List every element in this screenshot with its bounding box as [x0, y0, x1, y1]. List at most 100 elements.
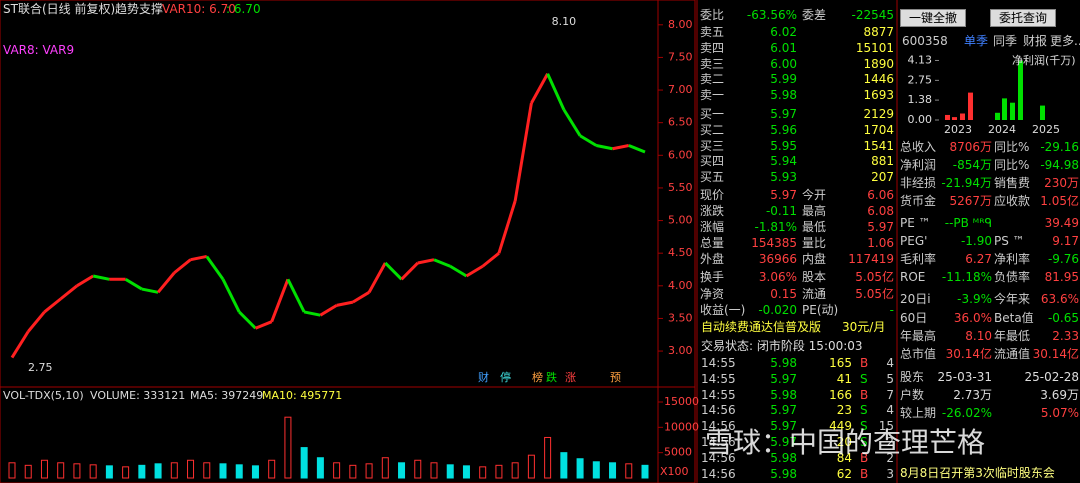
- label: 净资: [700, 286, 725, 301]
- trend-segment: [367, 262, 387, 294]
- trend-segment: [384, 261, 403, 281]
- tab[interactable]: 更多...: [1050, 34, 1080, 48]
- label: 166: [829, 387, 852, 402]
- value: -0.11: [765, 204, 797, 218]
- label: 14:55: [701, 356, 736, 370]
- label: 14:55: [701, 371, 736, 386]
- label: 总收入: [900, 140, 937, 154]
- volume-bar: [560, 452, 568, 479]
- indicator-value: VAR8: VAR9: [3, 43, 75, 57]
- label: 净利率: [994, 252, 1031, 266]
- label: 买五: [700, 170, 725, 185]
- label: 户数: [900, 388, 925, 402]
- value: 3.69万: [1040, 388, 1079, 402]
- volume-bar: [235, 464, 243, 479]
- label: 净利润: [900, 158, 937, 172]
- label: 卖五: [700, 25, 725, 39]
- volume-bar: [24, 464, 32, 479]
- volume-bar: [609, 462, 617, 479]
- indicator-value: : 6.70: [226, 2, 261, 16]
- tab[interactable]: 财报: [1023, 34, 1048, 48]
- label: 14:56: [701, 466, 736, 481]
- label: 449: [829, 419, 852, 434]
- label: 流通: [802, 286, 827, 301]
- label: 5.97: [770, 435, 797, 449]
- volume-bar: [349, 464, 357, 479]
- indicator-value: VAR10: 6.70: [162, 2, 236, 16]
- trend-segment: [286, 278, 306, 313]
- label: 年最低: [994, 329, 1031, 343]
- value: 1.06: [867, 236, 894, 250]
- label: B: [860, 466, 869, 481]
- chart-title: ST联合(日线 前复权): [3, 2, 116, 16]
- price: 5.93: [770, 170, 797, 185]
- volume-bar: [138, 464, 146, 479]
- label: PE ™: [900, 216, 931, 230]
- volume: 207: [871, 170, 894, 185]
- value: 6.06: [867, 188, 894, 202]
- button[interactable]: 一键全撤: [900, 9, 967, 27]
- volume-bar: [154, 463, 162, 479]
- volume-bar: [170, 462, 178, 479]
- value: 6.08: [867, 204, 894, 218]
- value: 0.15: [770, 286, 797, 301]
- volume-bar: [268, 459, 276, 479]
- label: 涨幅: [700, 220, 725, 234]
- y-tick-label: 2.75: [908, 73, 933, 86]
- label: 委比: [700, 8, 725, 22]
- label: 165: [829, 356, 852, 370]
- volume: 8877: [863, 25, 894, 39]
- trend-segment: [579, 134, 598, 147]
- value: 117419: [848, 252, 894, 266]
- label: 委差: [802, 8, 827, 22]
- value: 63.6%: [1040, 292, 1079, 306]
- notice[interactable]: 8月8日召开第3次临时股东会: [900, 466, 1055, 480]
- label: 卖三: [700, 56, 725, 71]
- value: 5.05亿: [855, 286, 894, 301]
- label: 4: [886, 403, 894, 418]
- volume-bar: [40, 459, 48, 479]
- volume-bar: [511, 462, 519, 479]
- label: 5.98: [770, 450, 797, 465]
- value: 30.14亿: [1032, 347, 1079, 361]
- label: 84: [836, 450, 852, 465]
- volume-bar: [122, 466, 130, 479]
- volume: 881: [871, 154, 894, 169]
- event-marker: 预: [610, 371, 621, 384]
- value: -11.18%: [941, 270, 992, 284]
- volume-bar: [544, 436, 552, 479]
- volume-bar: [251, 465, 259, 479]
- tab[interactable]: 同季: [993, 34, 1018, 48]
- label: 现价: [700, 188, 725, 202]
- volume-bar: [381, 457, 389, 479]
- label: 买三: [700, 138, 725, 153]
- ad[interactable]: 30元/月: [842, 320, 886, 334]
- chart-frame: [0, 0, 696, 483]
- label: 5.97: [770, 371, 797, 386]
- volume-bar: [576, 458, 584, 479]
- trend-segment: [221, 278, 241, 313]
- volume-bar: [641, 464, 649, 479]
- trend-segment: [400, 261, 419, 281]
- button[interactable]: 委托查询: [990, 9, 1057, 27]
- value: 1.05亿: [1040, 194, 1079, 208]
- trend-segment: [612, 144, 630, 151]
- label: 销售费: [994, 176, 1031, 190]
- label: S: [860, 419, 868, 434]
- trend-segment: [92, 274, 110, 281]
- y-tick-label: 5000: [664, 446, 692, 459]
- y-tick-label: 15000: [664, 395, 699, 408]
- label: 今年来: [994, 292, 1031, 306]
- y-tick-label: 4.00: [668, 279, 693, 292]
- value: 25-03-31: [937, 370, 992, 384]
- label: 同比%: [994, 140, 1030, 154]
- value: 8.10: [965, 329, 992, 343]
- label: 涨跌: [700, 204, 725, 218]
- label: 最低: [802, 220, 827, 234]
- tab[interactable]: 单季: [964, 34, 989, 48]
- label: 5.98: [770, 356, 797, 370]
- volume: 1704: [863, 122, 894, 137]
- label: 买四: [700, 154, 725, 169]
- stock-code: 600358: [902, 34, 948, 48]
